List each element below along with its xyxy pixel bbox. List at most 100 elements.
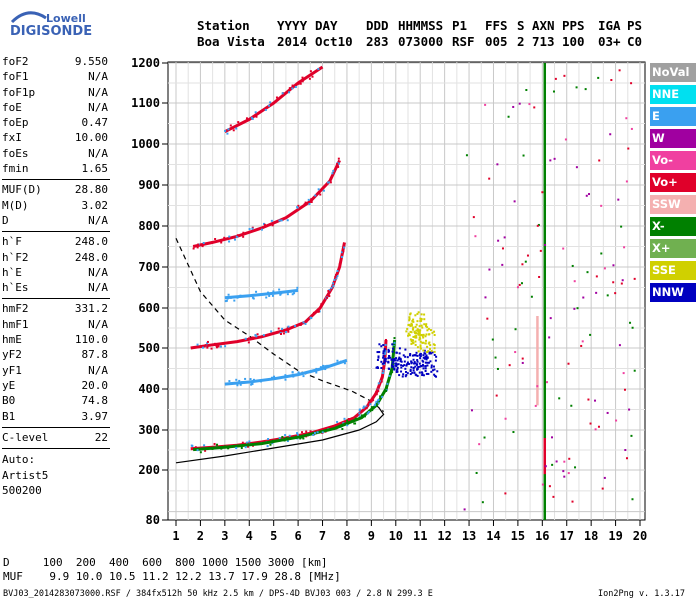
cluster-point <box>406 327 409 330</box>
cluster-point <box>414 335 417 338</box>
trace-point <box>377 382 380 385</box>
trace-point <box>289 290 292 293</box>
cluster-point <box>406 372 409 375</box>
legend-item: NoVal <box>650 63 696 82</box>
trace-point <box>326 296 329 299</box>
trace-point <box>236 235 239 238</box>
cluster-point <box>400 370 403 373</box>
noise-point <box>620 282 623 285</box>
trace-point <box>343 244 346 247</box>
cluster-point <box>383 349 386 352</box>
param-value: 3.97 <box>81 409 109 423</box>
cluster-point <box>407 334 410 337</box>
trace-point <box>284 378 287 381</box>
cluster-point <box>416 367 419 370</box>
noise-point <box>512 105 515 108</box>
cluster-point <box>426 326 429 329</box>
param-label: yF1 <box>2 363 22 377</box>
cluster-point <box>428 352 431 355</box>
trace-point <box>311 75 314 78</box>
trace-point <box>269 443 272 446</box>
cluster-point <box>406 356 409 359</box>
trace-point <box>233 238 236 241</box>
noise-point <box>503 236 506 239</box>
param-value: N/A <box>88 363 108 377</box>
cluster-point <box>409 352 412 355</box>
trace-point <box>346 419 349 422</box>
param-row: B0 74.8 <box>2 394 110 409</box>
trace-point <box>393 345 396 348</box>
trace-point <box>339 261 342 264</box>
trace-point <box>375 400 378 403</box>
cluster-point <box>410 322 413 325</box>
cluster-point <box>378 351 381 354</box>
cluster-point <box>428 341 431 344</box>
trace-point <box>255 335 258 338</box>
noise-point <box>585 194 588 197</box>
cluster-point <box>428 351 431 354</box>
trace-point <box>336 359 339 362</box>
trace-point <box>273 375 276 378</box>
cluster-point <box>425 372 428 375</box>
param-label: MUF(D) <box>2 183 42 197</box>
logo-product: DIGISONDE <box>10 24 93 39</box>
trace-point <box>236 384 239 387</box>
autoscaling-info: Auto: Artist5 500200 <box>2 452 110 499</box>
trace-point <box>335 277 338 280</box>
trace-point <box>196 246 199 249</box>
param-label: yF2 <box>2 348 22 362</box>
trace-point <box>367 401 370 404</box>
auto-program: Artist5 <box>2 468 49 482</box>
trace-point <box>305 430 308 433</box>
y-tick-label: 200 <box>138 463 160 477</box>
param-value: 9.550 <box>74 55 108 68</box>
cluster-point <box>383 361 386 364</box>
trace-point <box>384 341 387 344</box>
trace-point <box>284 434 287 437</box>
cluster-point <box>404 348 407 351</box>
trace-point <box>334 273 337 276</box>
trace-point <box>220 241 223 244</box>
trace-point <box>292 375 295 378</box>
separator <box>2 426 110 428</box>
noise-point <box>627 147 630 150</box>
cluster-point <box>419 320 422 323</box>
cluster-point <box>380 367 383 370</box>
noise-point <box>470 409 473 412</box>
trace-Vo+ <box>192 159 341 248</box>
trace-point <box>388 374 391 377</box>
noise-point <box>598 159 601 162</box>
trace-point <box>310 200 313 203</box>
cluster-point <box>406 361 409 364</box>
cluster-point <box>383 359 386 362</box>
noise-point <box>633 277 636 280</box>
cluster-point <box>426 361 429 364</box>
noise-point <box>507 115 510 118</box>
noise-point <box>630 434 633 437</box>
cluster-point <box>426 356 429 359</box>
noise-point <box>512 431 515 434</box>
trace-point <box>328 289 331 292</box>
cluster-point <box>403 360 406 363</box>
cluster-point <box>411 354 414 357</box>
trace-point <box>360 409 363 412</box>
noise-point <box>524 260 527 263</box>
cluster-point <box>409 373 412 376</box>
trace-X- <box>192 339 397 452</box>
noise-point <box>606 294 609 297</box>
cluster-point <box>392 359 395 362</box>
cluster-point <box>422 367 425 370</box>
cluster-point <box>427 361 430 364</box>
trace-point <box>309 430 312 433</box>
trace-point <box>385 386 388 389</box>
trace-point <box>264 108 267 111</box>
noise-point <box>606 411 609 414</box>
cluster-point <box>412 326 415 329</box>
trace-point <box>268 294 271 297</box>
noise-point <box>600 204 603 207</box>
cluster-point <box>424 342 427 345</box>
trace-point <box>327 181 330 184</box>
noise-point <box>495 394 498 397</box>
trace-point <box>295 435 298 438</box>
trace-point <box>215 344 218 347</box>
